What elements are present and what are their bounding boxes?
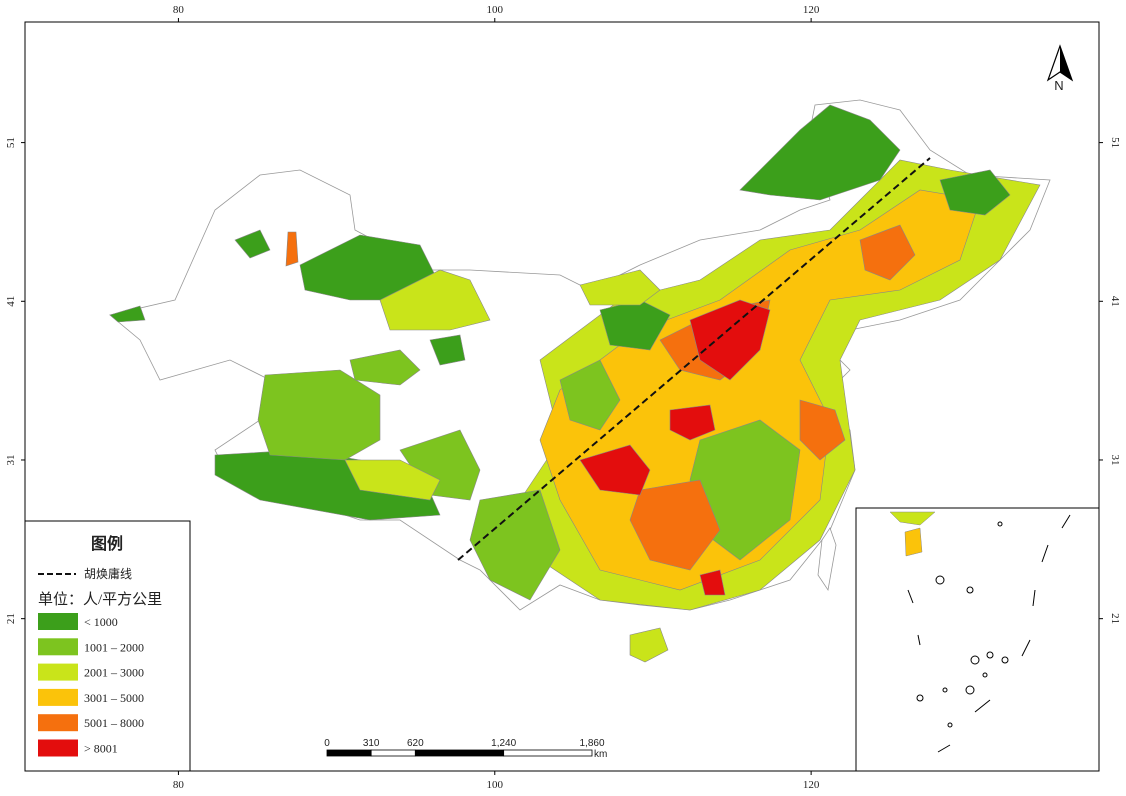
legend-label: 3001 – 5000 (84, 691, 144, 705)
island (817, 527, 837, 592)
north-arrow-half (1060, 46, 1072, 80)
lat-tick-label: 31 (5, 454, 17, 465)
region (689, 299, 771, 381)
scale-label: 1,240 (491, 738, 516, 749)
region (234, 229, 271, 259)
region (379, 269, 491, 331)
region (429, 334, 466, 366)
scale-unit: km (594, 749, 607, 760)
legend-unit: 单位：人/平方公里 (38, 591, 162, 608)
legend-swatch (38, 688, 78, 706)
region (629, 627, 669, 663)
lat-tick-label: 21 (1109, 613, 1121, 624)
lon-tick-label: 100 (487, 4, 504, 16)
lat-tick-label: 51 (5, 137, 17, 148)
legend-label: > 8001 (84, 742, 118, 756)
scale-segment (370, 749, 416, 757)
lon-tick-label: 120 (803, 779, 820, 791)
lon-tick-label: 80 (173, 779, 185, 791)
north-label: N (1054, 78, 1063, 93)
legend-label: 2001 – 3000 (84, 666, 144, 680)
region (669, 404, 716, 441)
hu-line (457, 157, 931, 561)
scale-label: 620 (407, 738, 424, 749)
inset (855, 507, 1100, 772)
region (739, 104, 901, 201)
scale-segment (503, 749, 593, 757)
region (285, 231, 299, 267)
legend-line-label: 胡焕庸线 (84, 566, 132, 581)
region (629, 479, 721, 571)
legend-swatch (38, 714, 78, 732)
legend-swatch (38, 739, 78, 757)
lon-tick-label: 120 (803, 4, 820, 16)
regions (109, 104, 1041, 663)
legend-label: 5001 – 8000 (84, 716, 144, 730)
legend-swatch (38, 613, 78, 630)
region (109, 305, 146, 323)
legend-swatch (38, 638, 78, 656)
legend-title: 图例 (91, 534, 123, 553)
legend: 图例 胡焕庸线 单位：人/平方公里 < 1000 1001 – 2000 2001 … (24, 520, 191, 772)
region (799, 399, 846, 461)
region (699, 569, 726, 596)
legend-label: 1001 – 2000 (84, 640, 144, 654)
region (469, 489, 561, 601)
lat-tick-label: 41 (1109, 296, 1121, 307)
region (344, 459, 441, 501)
legend-label: < 1000 (84, 615, 118, 629)
region (579, 269, 661, 306)
scale-label: 310 (363, 738, 380, 749)
scale-label: 1,860 (579, 738, 604, 749)
region (349, 349, 421, 386)
lat-tick-label: 31 (1109, 454, 1121, 465)
scale-segment (326, 749, 372, 757)
lon-tick-label: 100 (487, 779, 504, 791)
scale-segment (414, 749, 505, 757)
lat-tick-label: 41 (5, 296, 17, 307)
lat-tick-label: 21 (5, 613, 17, 624)
region (559, 359, 621, 431)
region (257, 369, 381, 461)
region (939, 169, 1011, 216)
lon-tick-label: 80 (173, 4, 185, 16)
lat-tick-label: 51 (1109, 137, 1121, 148)
scale-label: 0 (324, 738, 330, 749)
region (859, 224, 916, 281)
legend-swatch (38, 663, 78, 681)
region (579, 444, 651, 496)
